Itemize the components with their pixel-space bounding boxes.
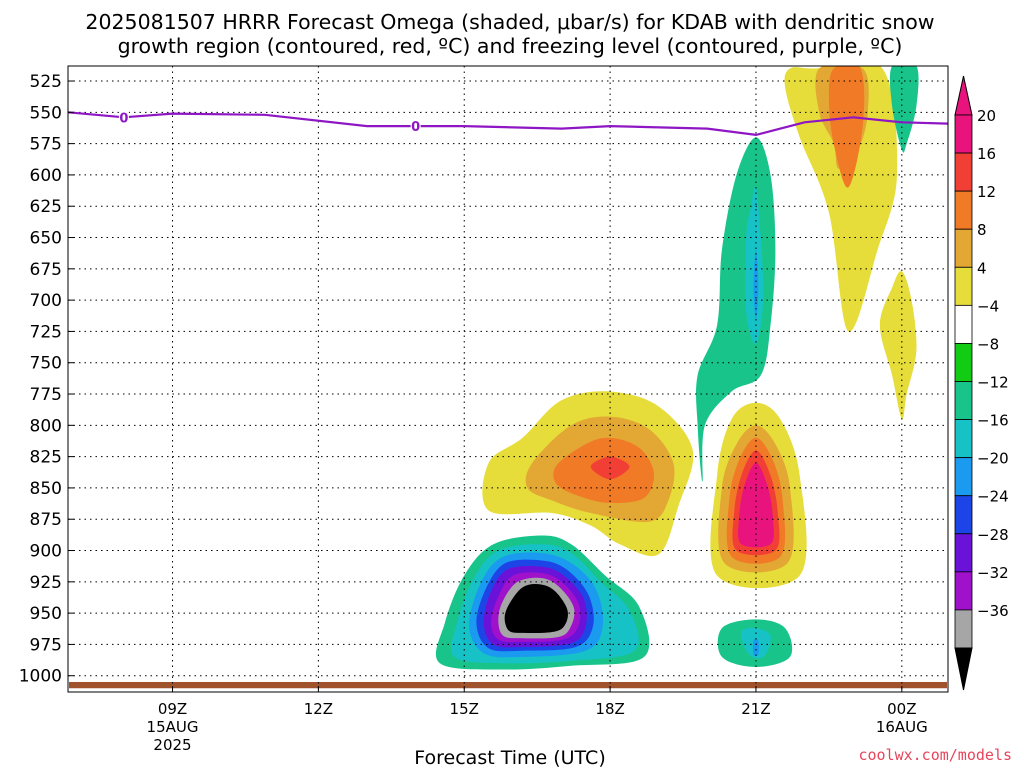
omega-contour-ascent-00z-upper-m8 — [889, 66, 919, 153]
y-tick-label-525: 525 — [30, 72, 62, 92]
chart-title-line2: growth region (contoured, red, ºC) and f… — [118, 34, 903, 58]
y-tick-label-925: 925 — [30, 573, 62, 593]
freezing-level-line — [68, 111, 948, 137]
colorbar-label-6: −8 — [977, 335, 999, 353]
y-tick-label-875: 875 — [30, 510, 62, 530]
omega-contour-ascent-21z-column-m12 — [745, 186, 764, 345]
y-axis: 525 550 575 600 625 650 675 700 725 750 775 800 825 8… — [19, 72, 74, 687]
x-tick-date-00Z: 16AUG — [876, 718, 928, 736]
colorbar-band-7 — [954, 381, 973, 420]
colorbar-label-11: −28 — [977, 526, 1009, 544]
colorbar-label-12: −32 — [977, 564, 1009, 582]
omega-shading — [435, 66, 919, 670]
x-tick-label-15Z: 15Z — [450, 700, 479, 718]
x-tick-label-12Z: 12Z — [304, 700, 333, 718]
y-tick-label-725: 725 — [30, 322, 62, 342]
colorbar: 20 16 12 8 4 −4 −8 −12 −16 −20 −24 −28 −32 −36 — [954, 75, 1009, 691]
colorbar-band-4 — [954, 266, 973, 306]
y-tick-label-625: 625 — [30, 197, 62, 217]
colorbar-band-12 — [954, 571, 973, 611]
colorbar-label-3: 8 — [977, 221, 987, 239]
colorbar-top-cap — [954, 75, 973, 116]
colorbar-band-9 — [954, 457, 973, 497]
y-tick-label-750: 750 — [30, 354, 62, 374]
x-axis-label: Forecast Time (UTC) — [414, 747, 605, 768]
colorbar-label-1: 16 — [977, 145, 996, 163]
x-tick-date-09Z: 15AUG — [147, 718, 199, 736]
colorbar-band-2 — [954, 190, 973, 230]
colorbar-band-0 — [954, 114, 973, 154]
colorbar-label-0: 20 — [977, 107, 996, 125]
omega-contour-descent-21z-20 — [738, 462, 774, 548]
colorbar-bottom-cap — [954, 647, 973, 691]
y-tick-label-550: 550 — [30, 103, 62, 123]
colorbar-band-6 — [954, 343, 973, 382]
y-tick-label-600: 600 — [30, 166, 62, 186]
x-tick-year-09Z: 2025 — [153, 736, 191, 754]
colorbar-label-5: −4 — [977, 297, 999, 315]
colorbar-label-7: −12 — [977, 374, 1009, 392]
y-tick-label-800: 800 — [30, 416, 62, 436]
y-tick-label-675: 675 — [30, 260, 62, 280]
omega-contour-ascent-21z-low-m16 — [752, 638, 759, 657]
colorbar-label-9: −20 — [977, 450, 1009, 468]
colorbar-band-5 — [954, 304, 973, 344]
x-tick-label-00Z: 00Z — [887, 700, 916, 718]
y-tick-label-700: 700 — [30, 291, 62, 311]
y-tick-label-900: 900 — [30, 542, 62, 562]
omega-contour-descent-22z-upper-4 — [784, 66, 898, 332]
freezing-label-bg-1 — [410, 118, 421, 135]
x-tick-label-18Z: 18Z — [595, 700, 624, 718]
credit-text: coolwx.com/models — [858, 746, 1012, 764]
chart-title-line1: 2025081507 HRRR Forecast Omega (shaded, … — [85, 10, 934, 34]
y-tick-label-775: 775 — [30, 385, 62, 405]
y-tick-label-950: 950 — [30, 604, 62, 624]
freezing-label-bg-0 — [118, 109, 129, 126]
omega-contour-ascent-21z-column-m16 — [753, 250, 759, 319]
colorbar-label-13: −36 — [977, 602, 1009, 620]
colorbar-label-2: 12 — [977, 183, 996, 201]
y-tick-label-575: 575 — [30, 135, 62, 155]
colorbar-band-13 — [954, 609, 973, 649]
colorbar-band-3 — [954, 228, 973, 268]
colorbar-band-10 — [954, 495, 973, 535]
colorbar-band-11 — [954, 533, 973, 573]
y-tick-label-850: 850 — [30, 479, 62, 499]
colorbar-label-4: 4 — [977, 259, 987, 277]
terrain-bar — [69, 681, 947, 689]
x-tick-label-09Z: 09Z — [158, 700, 187, 718]
omega-contour-descent-22z-upper-12 — [828, 66, 865, 188]
freezing-level-label-0: 0 — [119, 111, 128, 126]
omega-contour-descent-00z-mid-4 — [879, 271, 917, 420]
terrain-strip — [69, 681, 947, 689]
colorbar-band-8 — [954, 419, 973, 459]
y-tick-label-650: 650 — [30, 229, 62, 249]
freezing-level-contour: 00 — [68, 109, 948, 137]
y-tick-label-975: 975 — [30, 635, 62, 655]
y-tick-label-825: 825 — [30, 448, 62, 468]
freezing-level-label-1: 0 — [411, 120, 420, 135]
plot-frame — [67, 65, 949, 693]
x-tick-label-21Z: 21Z — [741, 700, 770, 718]
colorbar-label-10: −24 — [977, 488, 1009, 506]
grid-lines — [68, 66, 948, 692]
colorbar-band-1 — [954, 152, 973, 192]
y-tick-label-1000: 1000 — [19, 667, 62, 687]
omega-contour-strong-ascent-low-m36 — [501, 581, 571, 636]
colorbar-label-8: −16 — [977, 412, 1009, 430]
